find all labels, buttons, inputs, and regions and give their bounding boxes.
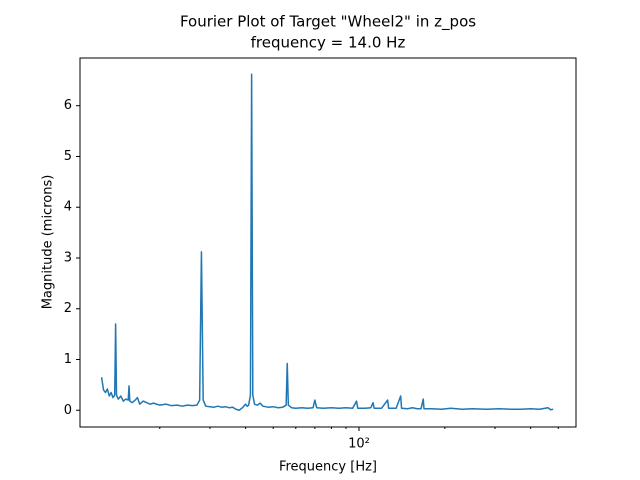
plot-frame	[79, 57, 577, 428]
y-tick-label: 2	[64, 301, 72, 316]
y-tick-label: 1	[64, 352, 72, 367]
chart-subtitle: frequency = 14.0 Hz	[251, 34, 406, 52]
x-tick-label: 10²	[348, 437, 370, 452]
y-tick-label: 0	[64, 403, 72, 418]
y-tick-label: 4	[64, 200, 72, 215]
y-tick-label: 6	[64, 98, 72, 113]
x-axis-label: Frequency [Hz]	[279, 460, 377, 475]
chart-title: Fourier Plot of Target "Wheel2" in z_pos	[180, 13, 476, 32]
y-tick-label: 3	[64, 250, 72, 265]
y-tick-label: 5	[64, 149, 72, 164]
data-line	[100, 73, 554, 411]
y-axis-label: Magnitude (microns)	[41, 175, 56, 310]
